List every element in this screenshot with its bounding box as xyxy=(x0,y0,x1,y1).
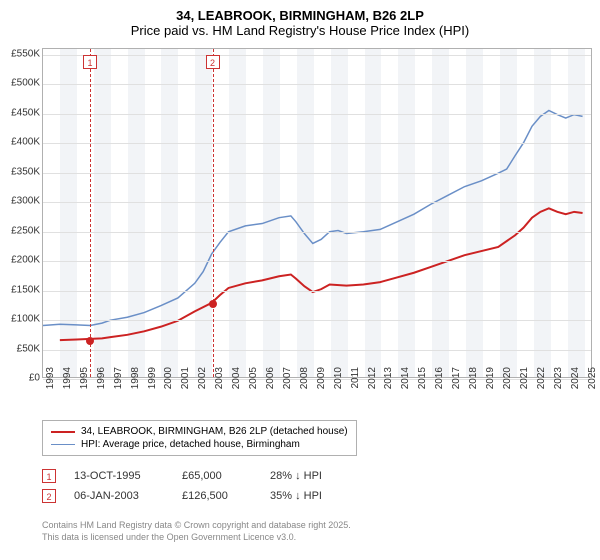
x-axis-label: 2004 xyxy=(231,367,242,397)
x-axis-label: 2014 xyxy=(400,367,411,397)
gridline xyxy=(43,261,591,262)
legend-label: HPI: Average price, detached house, Birm… xyxy=(81,439,300,450)
plot-area: 12 xyxy=(42,48,592,378)
x-axis-label: 1994 xyxy=(62,367,73,397)
footer-line1: Contains HM Land Registry data © Crown c… xyxy=(42,520,351,532)
footer-line2: This data is licensed under the Open Gov… xyxy=(42,532,351,544)
y-axis-label: £100K xyxy=(4,314,40,325)
gridline xyxy=(43,114,591,115)
legend-swatch xyxy=(51,431,75,433)
legend-swatch xyxy=(51,444,75,446)
transaction-price: £126,500 xyxy=(182,490,252,502)
x-axis-label: 2005 xyxy=(248,367,259,397)
legend-label: 34, LEABROOK, BIRMINGHAM, B26 2LP (detac… xyxy=(81,426,348,437)
x-axis-label: 1993 xyxy=(45,367,56,397)
chart-title-address: 34, LEABROOK, BIRMINGHAM, B26 2LP xyxy=(0,8,600,23)
x-axis-label: 2012 xyxy=(367,367,378,397)
x-axis-label: 2010 xyxy=(333,367,344,397)
transaction-vs-hpi: 35% ↓ HPI xyxy=(270,490,350,502)
x-axis-label: 2015 xyxy=(417,367,428,397)
x-axis-label: 2009 xyxy=(316,367,327,397)
y-axis-label: £450K xyxy=(4,107,40,118)
gridline xyxy=(43,84,591,85)
line-plot-svg xyxy=(43,49,591,377)
x-axis-label: 2022 xyxy=(536,367,547,397)
x-axis-label: 2021 xyxy=(519,367,530,397)
gridline xyxy=(43,173,591,174)
transaction-date: 06-JAN-2003 xyxy=(74,490,164,502)
transaction-ref-line xyxy=(90,49,91,377)
y-axis-label: £400K xyxy=(4,137,40,148)
attribution-footer: Contains HM Land Registry data © Crown c… xyxy=(42,520,351,543)
legend: 34, LEABROOK, BIRMINGHAM, B26 2LP (detac… xyxy=(42,420,357,456)
x-axis-label: 2025 xyxy=(587,367,598,397)
gridline xyxy=(43,202,591,203)
transaction-ref-line xyxy=(213,49,214,377)
y-axis-label: £150K xyxy=(4,284,40,295)
legend-item: HPI: Average price, detached house, Birm… xyxy=(51,438,348,451)
gridline xyxy=(43,143,591,144)
x-axis-label: 2001 xyxy=(180,367,191,397)
x-axis-label: 2006 xyxy=(265,367,276,397)
transaction-ref-marker: 2 xyxy=(206,55,220,69)
y-axis-label: £300K xyxy=(4,196,40,207)
y-axis-label: £550K xyxy=(4,48,40,59)
x-axis-label: 2003 xyxy=(214,367,225,397)
transaction-table: 1 13-OCT-1995 £65,000 28% ↓ HPI 2 06-JAN-2003… xyxy=(42,466,350,506)
x-axis-label: 2020 xyxy=(502,367,513,397)
transaction-number: 1 xyxy=(42,469,56,483)
x-axis-label: 1997 xyxy=(113,367,124,397)
transaction-price: £65,000 xyxy=(182,470,252,482)
x-axis-label: 1995 xyxy=(79,367,90,397)
x-axis-label: 2017 xyxy=(451,367,462,397)
x-axis-label: 2023 xyxy=(553,367,564,397)
x-axis-label: 2007 xyxy=(282,367,293,397)
y-axis-label: £0 xyxy=(4,373,40,384)
transaction-point xyxy=(86,337,94,345)
y-axis-label: £250K xyxy=(4,225,40,236)
x-axis-label: 2013 xyxy=(383,367,394,397)
x-axis-label: 2011 xyxy=(350,367,361,397)
legend-item: 34, LEABROOK, BIRMINGHAM, B26 2LP (detac… xyxy=(51,425,348,438)
x-axis-label: 1999 xyxy=(147,367,158,397)
transaction-ref-marker: 1 xyxy=(83,55,97,69)
transaction-row: 1 13-OCT-1995 £65,000 28% ↓ HPI xyxy=(42,466,350,486)
x-axis-label: 2000 xyxy=(163,367,174,397)
gridline xyxy=(43,291,591,292)
gridline xyxy=(43,350,591,351)
x-axis-label: 2008 xyxy=(299,367,310,397)
x-axis-label: 1998 xyxy=(130,367,141,397)
gridline xyxy=(43,232,591,233)
x-axis-label: 1996 xyxy=(96,367,107,397)
transaction-row: 2 06-JAN-2003 £126,500 35% ↓ HPI xyxy=(42,486,350,506)
title-block: 34, LEABROOK, BIRMINGHAM, B26 2LP Price … xyxy=(0,0,600,42)
x-axis-label: 2019 xyxy=(485,367,496,397)
y-axis-label: £200K xyxy=(4,255,40,266)
transaction-point xyxy=(209,300,217,308)
y-axis-label: £350K xyxy=(4,166,40,177)
x-axis-label: 2016 xyxy=(434,367,445,397)
transaction-number: 2 xyxy=(42,489,56,503)
x-axis-label: 2024 xyxy=(570,367,581,397)
x-axis-label: 2018 xyxy=(468,367,479,397)
y-axis-label: £50K xyxy=(4,343,40,354)
transaction-date: 13-OCT-1995 xyxy=(74,470,164,482)
y-axis-label: £500K xyxy=(4,78,40,89)
gridline xyxy=(43,320,591,321)
transaction-vs-hpi: 28% ↓ HPI xyxy=(270,470,350,482)
x-axis-label: 2002 xyxy=(197,367,208,397)
chart-container: 34, LEABROOK, BIRMINGHAM, B26 2LP Price … xyxy=(0,0,600,560)
chart-subtitle: Price paid vs. HM Land Registry's House … xyxy=(0,23,600,38)
gridline xyxy=(43,55,591,56)
